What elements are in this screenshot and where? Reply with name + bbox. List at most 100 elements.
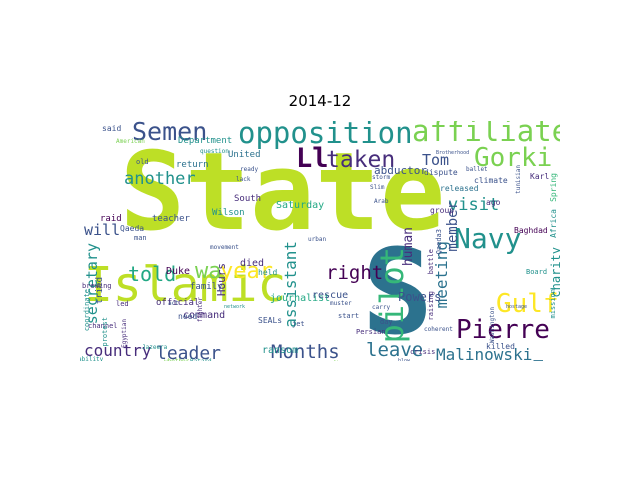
word-rescue: rescue bbox=[312, 290, 349, 301]
word-group: group bbox=[430, 206, 455, 215]
word-need: need bbox=[178, 312, 198, 321]
word-ability: ability bbox=[80, 356, 104, 362]
word-duke: Duke bbox=[166, 266, 191, 277]
word-old: old bbox=[136, 158, 149, 166]
word-washington: Washington bbox=[489, 307, 496, 344]
word-carry: carry bbox=[372, 304, 391, 311]
word-department: Department bbox=[178, 136, 233, 146]
word-told: told bbox=[128, 262, 177, 286]
word-released: released bbox=[440, 184, 479, 193]
word-climate: climate bbox=[474, 176, 508, 185]
word-day: day bbox=[380, 318, 393, 326]
word-start: start bbox=[338, 312, 360, 320]
chart-title: 2014-12 bbox=[288, 92, 352, 110]
word-network: network bbox=[224, 304, 246, 310]
word-question: question bbox=[200, 148, 229, 155]
word-leader: leader bbox=[156, 343, 222, 362]
word-wilson: Wilson bbox=[212, 208, 245, 218]
word-dispute: dispute bbox=[424, 168, 458, 177]
word-command: command bbox=[183, 310, 226, 321]
word-hostage: hostage bbox=[506, 304, 528, 310]
word-state: State bbox=[120, 130, 446, 255]
word-coherent: coherent bbox=[424, 326, 453, 333]
word-said: said bbox=[102, 124, 122, 133]
word-channel: channel bbox=[88, 322, 118, 330]
word-pierre: Pierre bbox=[456, 315, 550, 345]
word-family: family bbox=[190, 282, 223, 292]
word-blow: blow bbox=[398, 358, 411, 362]
word-whether: whether bbox=[164, 359, 189, 362]
word-seals: SEALs bbox=[258, 316, 283, 325]
word-will: will bbox=[84, 221, 121, 239]
word-navy: Navy bbox=[454, 222, 522, 255]
word-teacher: teacher bbox=[152, 214, 190, 224]
word-slim: Slim bbox=[370, 184, 385, 191]
word-lack: lack bbox=[236, 176, 251, 183]
word-american: American bbox=[116, 138, 145, 145]
word-held: held bbox=[258, 268, 278, 277]
word-africa: Africa bbox=[549, 209, 558, 238]
word-qaeda: Qaeda bbox=[120, 224, 145, 233]
word-protest: protest bbox=[101, 317, 109, 347]
word-urban: urban bbox=[308, 236, 327, 243]
word-spring: Spring bbox=[549, 173, 558, 202]
word-gorki: Gorki bbox=[474, 143, 553, 173]
word-malinowski: Malinowski bbox=[436, 345, 533, 362]
word-brewing: brewing bbox=[82, 282, 112, 290]
word-fighter: fighter bbox=[197, 297, 204, 323]
word-ballet: ballet bbox=[466, 166, 488, 173]
word-jazeera: Jazeera bbox=[142, 344, 168, 351]
word-led: led bbox=[116, 300, 129, 308]
word-persian: Persian bbox=[356, 328, 386, 336]
word-leave: leave bbox=[366, 339, 424, 361]
word-abductor: abductor bbox=[374, 164, 427, 177]
word-ago: ago bbox=[486, 198, 501, 207]
word-assistant: assistant bbox=[281, 241, 300, 328]
word-jet: jet bbox=[292, 320, 305, 328]
word-tom: Tom bbox=[422, 151, 450, 169]
word-gulf: Gulf bbox=[496, 289, 559, 319]
word-united: United bbox=[228, 150, 261, 160]
word-movement: movement bbox=[210, 244, 239, 251]
word-return: return bbox=[176, 160, 209, 170]
word-human: human bbox=[401, 227, 416, 267]
word-baghdad: Baghdad bbox=[514, 226, 548, 235]
word-year: year bbox=[220, 259, 273, 284]
word-journalist: journalist bbox=[270, 293, 331, 304]
word-arab: Arab bbox=[374, 198, 389, 205]
word-died: died bbox=[240, 258, 265, 269]
word-brotherhood: Brotherhood bbox=[436, 150, 470, 156]
word-affiliated: affiliated bbox=[412, 121, 560, 148]
word-muster: muster bbox=[330, 300, 352, 307]
word-opposition: opposition bbox=[238, 121, 413, 150]
word-powers: Powers bbox=[398, 290, 442, 304]
word-taken: taken bbox=[326, 147, 396, 173]
word-karl: Karl bbox=[530, 172, 550, 181]
word-right: right bbox=[326, 262, 384, 284]
word-killed: killed bbox=[486, 342, 515, 351]
word-wa: wa bbox=[195, 259, 222, 284]
word-ll: Ll bbox=[296, 143, 329, 174]
word-man: man bbox=[134, 234, 147, 242]
word-semen: Semen bbox=[132, 121, 208, 146]
word-months: Months bbox=[271, 341, 340, 362]
word-arranged: arranged bbox=[532, 359, 546, 361]
word-islamic: Islamic bbox=[84, 257, 287, 313]
word-south: South bbox=[234, 194, 262, 204]
word-batard: Batard bbox=[190, 359, 212, 362]
word-storm: storm bbox=[372, 174, 391, 181]
word-raising: raising bbox=[427, 291, 435, 321]
word-ready: ready bbox=[240, 166, 259, 173]
word-official: official bbox=[156, 298, 200, 308]
word-visit: visit bbox=[448, 195, 500, 215]
word-act: act bbox=[168, 300, 179, 307]
word-ransom: ransom bbox=[262, 345, 299, 356]
word-mission: mission bbox=[549, 289, 557, 319]
word-egyptian: Egyptian bbox=[121, 319, 128, 348]
word-battle: battle bbox=[427, 249, 435, 275]
word-saturday: Saturday bbox=[276, 200, 325, 211]
word-raid: raid bbox=[100, 214, 122, 224]
word-qaeda3: Qaeda3 bbox=[435, 229, 443, 255]
word-coordinate: coordinate bbox=[83, 289, 91, 332]
